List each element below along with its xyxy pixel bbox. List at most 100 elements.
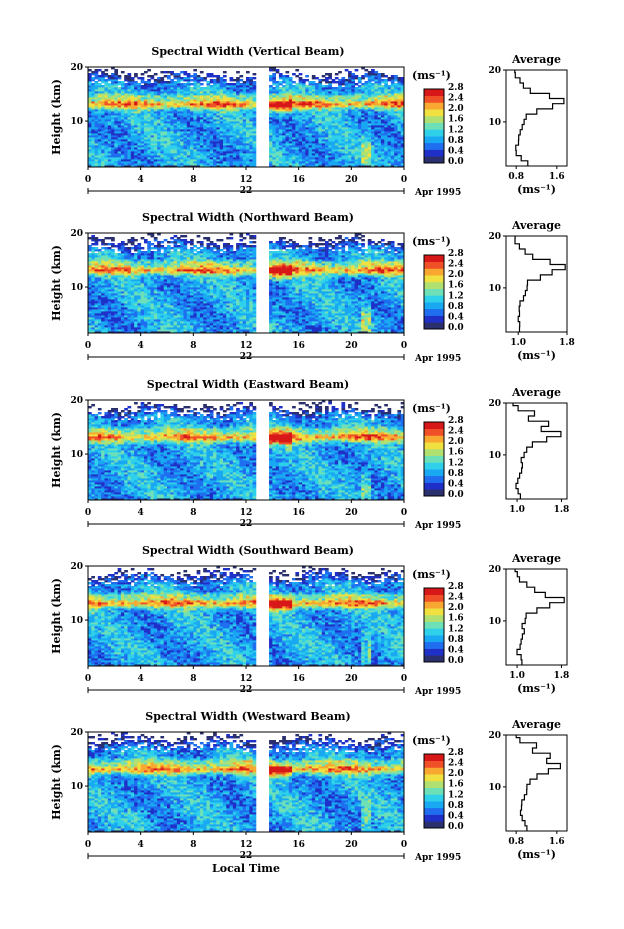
colorbar-tick-label: 1.2 [448, 624, 464, 634]
beam-panel-4: Spectral Width (Southward Beam) 10 20 Heigh… [50, 544, 569, 697]
colorbar-frame [423, 254, 445, 330]
panel-title: Spectral Width (Vertical Beam) [151, 45, 344, 58]
x-tick-label: 0 [85, 674, 91, 684]
colorbar-swatch [424, 482, 444, 490]
colorbar-tick-label: 0.4 [448, 479, 464, 489]
colorbar-tick-label: 0.8 [448, 302, 464, 312]
colorbar-swatch [424, 268, 444, 276]
y-tick-label: 10 [70, 283, 83, 293]
x-tick-label: 16 [292, 175, 305, 185]
average-x-tick-label: 1.6 [549, 837, 565, 847]
y-tick-label: 10 [70, 782, 83, 792]
colorbar-swatch [424, 261, 444, 269]
colorbar-swatch [424, 475, 444, 483]
colorbar-swatch [424, 462, 444, 470]
colorbar-swatch [424, 807, 444, 815]
panel-title: Spectral Width (Northward Beam) [142, 211, 354, 224]
colorbar-swatch [424, 122, 444, 130]
average-y-tick-label: 10 [488, 783, 501, 793]
x-tick-label: 20 [345, 175, 358, 185]
beam-panel-1: Spectral Width (Vertical Beam) 10 20 Height… [50, 45, 568, 198]
y-tick-label: 10 [70, 117, 83, 127]
average-x-tick-label: 0.8 [508, 837, 524, 847]
x-tick-label: 8 [190, 175, 196, 185]
average-x-label: (ms⁻¹) [517, 183, 556, 196]
beam-panel-3: Spectral Width (Eastward Beam) 10 20 Height… [50, 378, 569, 531]
x-tick-label: 4 [138, 341, 144, 351]
date-label: Apr 1995 [414, 521, 461, 531]
y-tick-label: 20 [70, 63, 83, 73]
x-tick-label: 12 [240, 175, 253, 185]
average-x-tick-label: 1.0 [510, 338, 526, 348]
average-frame [505, 69, 568, 167]
colorbar-swatch [424, 315, 444, 323]
colorbar-tick-label: 0.4 [448, 312, 464, 322]
y-tick-label: 10 [70, 616, 83, 626]
heatmap-cells [88, 732, 405, 833]
colorbar-tick-label: 0.8 [448, 635, 464, 645]
colorbar-swatch [424, 308, 444, 316]
colorbar-tick-label: 2.4 [448, 260, 464, 270]
colorbar-swatch [424, 794, 444, 802]
colorbar-swatch [424, 588, 444, 596]
colorbar-tick-label: 2.8 [448, 83, 464, 93]
colorbar-tick-label: 0.4 [448, 146, 464, 156]
average-profile-line [514, 569, 565, 665]
colorbar-swatch [424, 149, 444, 157]
colorbar-swatch [424, 641, 444, 649]
colorbar-swatch [424, 109, 444, 117]
colorbar-swatch [424, 608, 444, 616]
colorbar-swatch [424, 489, 444, 497]
average-y-tick-label: 10 [488, 617, 501, 627]
colorbar-tick-label: 0.8 [448, 801, 464, 811]
colorbar-swatch [424, 442, 444, 450]
x-tick-label: 0 [85, 840, 91, 850]
average-frame [505, 235, 568, 333]
average-y-tick-label: 10 [488, 284, 501, 294]
date-label: Apr 1995 [414, 853, 461, 863]
colorbar-swatch [424, 156, 444, 164]
colorbar-frame [423, 753, 445, 829]
colorbar-swatch [424, 767, 444, 775]
colorbar-swatch [424, 288, 444, 296]
beam-panel-5: Spectral Width (Westward Beam) 10 20 Height… [50, 710, 568, 875]
average-profile-line [514, 70, 565, 166]
colorbar-swatch [424, 295, 444, 303]
date-label: Apr 1995 [414, 188, 461, 198]
x-tick-label: 16 [292, 840, 305, 850]
colorbar-tick-label: 2.0 [448, 270, 464, 280]
colorbar-frame [423, 421, 445, 497]
x-tick-label: 0 [85, 175, 91, 185]
heatmap-cells [88, 67, 405, 168]
colorbar-swatch [424, 95, 444, 103]
y-axis-label: Height (km) [50, 79, 63, 155]
colorbar-swatch [424, 628, 444, 636]
average-x-label: (ms⁻¹) [517, 682, 556, 695]
colorbar-unit: (ms⁻¹) [412, 69, 451, 82]
average-y-tick-label: 20 [488, 399, 501, 409]
x-tick-label: 0 [401, 508, 407, 518]
colorbar-swatch [424, 635, 444, 643]
x-tick-label: 12 [240, 341, 253, 351]
colorbar-swatch [424, 780, 444, 788]
y-tick-label: 10 [70, 450, 83, 460]
average-title: Average [511, 718, 561, 731]
colorbar-tick-label: 2.4 [448, 427, 464, 437]
colorbar-tick-label: 2.4 [448, 759, 464, 769]
colorbar-swatch [424, 655, 444, 663]
panel-title: Spectral Width (Southward Beam) [142, 544, 354, 557]
colorbar-swatch [424, 469, 444, 477]
colorbar-unit: (ms⁻¹) [412, 568, 451, 581]
x-tick-label: 8 [190, 508, 196, 518]
colorbar-tick-label: 2.0 [448, 769, 464, 779]
colorbar-swatch [424, 801, 444, 809]
y-tick-label: 20 [70, 562, 83, 572]
average-y-tick-label: 10 [488, 118, 501, 128]
x-tick-label: 0 [401, 674, 407, 684]
colorbar-tick-label: 1.2 [448, 458, 464, 468]
colorbar-tick-label: 0.8 [448, 469, 464, 479]
colorbar-tick-label: 0.4 [448, 811, 464, 821]
average-y-tick-label: 10 [488, 451, 501, 461]
x-tick-label: 20 [345, 508, 358, 518]
colorbar-swatch [424, 428, 444, 436]
